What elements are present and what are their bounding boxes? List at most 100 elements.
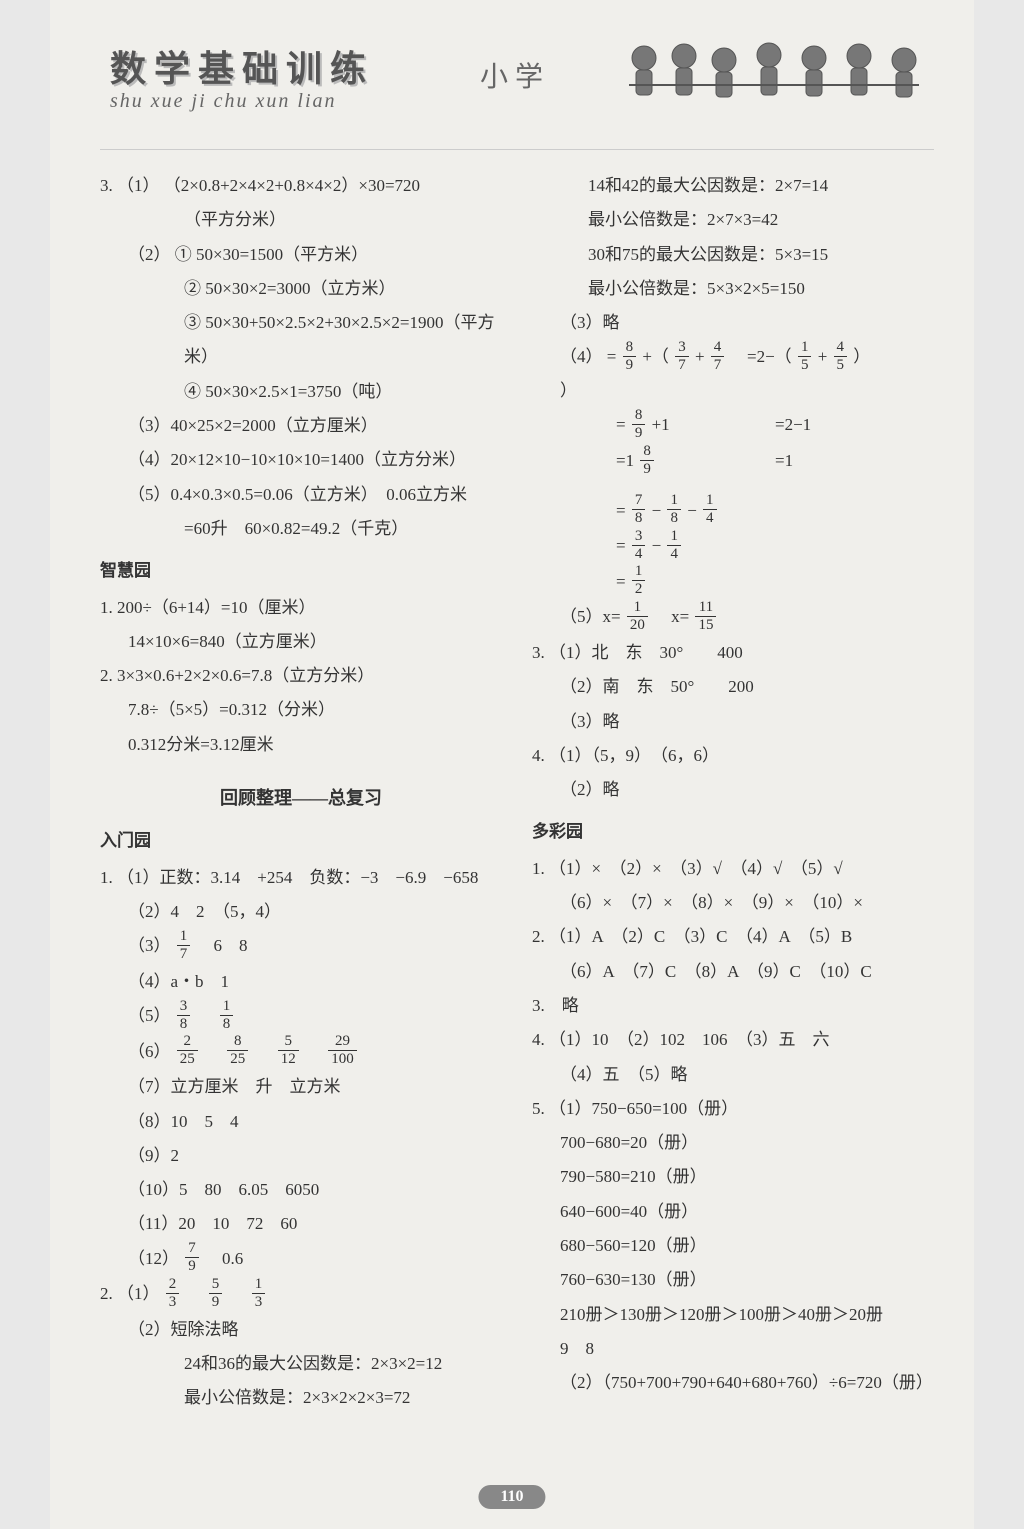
rmy-q1-10: （10）5 80 6.05 6050	[100, 1174, 502, 1206]
q3-2c: ③ 50×30+50×2.5×2+30×2.5×2=1900（平方	[100, 307, 502, 339]
q3-2c2: 米）	[100, 341, 502, 373]
rmy-q1-3-post: 6 8	[197, 936, 248, 955]
fraction-icon: 45	[834, 340, 848, 373]
dcy-q4-b: （4）五 （5）略	[532, 1059, 934, 1091]
r-top-c: 30和75的最大公因数是：5×3=15	[532, 239, 934, 271]
q3-1-line2: （平方分米）	[100, 204, 502, 236]
header-pinyin: shu xue ji chu xun lian	[110, 90, 337, 113]
zhy-q1-num: 1.	[100, 598, 113, 617]
zhy-q1b: 14×10×6=840（立方厘米）	[100, 626, 502, 658]
dcy-q5-f: 760−630=130（册）	[532, 1264, 934, 1296]
dcy-q1-num: 1.	[532, 859, 545, 878]
r-q3-a: （1）北 东 30° 400	[549, 643, 743, 662]
page-header: 数学基础训练 shu xue ji chu xun lian 小 学	[100, 30, 934, 150]
dcy-q1: 1. （1）× （2）× （3）√ （4）√ （5）√	[532, 853, 934, 885]
dcy-q2-num: 2.	[532, 927, 545, 946]
q3-4: （4）20×12×10−10×10×10=1400（立方分米）	[100, 444, 502, 476]
r-p4-row3-left: =1 89	[616, 445, 775, 479]
dcy-q5-b: 700−680=20（册）	[532, 1127, 934, 1159]
dcy-q5-g: 210册＞130册＞120册＞100册＞40册＞20册	[532, 1299, 934, 1331]
rmy-q1-1: （1）正数：3.14 +254 负数：−3 −6.9 −658	[117, 868, 478, 887]
r-q4-b: （2）略	[532, 774, 934, 806]
r-p4-row2-left: = 89 +1	[616, 409, 775, 443]
q3-2d: ④ 50×30×2.5×1=3750（吨）	[100, 376, 502, 408]
rmy-q2-1-pre: （1）	[117, 1284, 160, 1303]
fraction-icon: 59	[209, 1277, 223, 1310]
rmy-q1-3: （3） 17 6 8	[100, 930, 502, 964]
rmy-q1-9: （9）2	[100, 1140, 502, 1172]
rmy-q1-6-pre: （6）	[128, 1042, 171, 1061]
rmy-q1: 1. （1）正数：3.14 +254 负数：−3 −6.9 −658	[100, 862, 502, 894]
q3-2b: ② 50×30×2=3000（立方米）	[100, 273, 502, 305]
dcy-q2: 2. （1）A （2）C （3）C （4）A （5）B	[532, 921, 934, 953]
rmy-q1-12: （12） 79 0.6	[100, 1243, 502, 1277]
rmy-q2-2: （2）短除法略	[100, 1314, 502, 1346]
rmy-q1-5: （5） 38 18	[100, 1000, 502, 1034]
q3-5b: =60升 60×0.82=49.2（千克）	[100, 513, 502, 545]
fraction-icon: 79	[185, 1241, 199, 1274]
q3-2-label: （2）	[128, 245, 171, 264]
duocaiyuan-title: 多彩园	[532, 816, 934, 848]
rmy-q1-7: （7）立方厘米 升 立方米	[100, 1071, 502, 1103]
r-top-b: 最小公倍数是：2×7×3=42	[532, 204, 934, 236]
q3: 3. （1） （2×0.8+2×4×2+0.8×4×2）×30=720	[100, 170, 502, 202]
page-number: 110	[478, 1485, 545, 1509]
q3-number: 3.	[100, 176, 113, 195]
r-q3-num: 3.	[532, 643, 545, 662]
page-container: 数学基础训练 shu xue ji chu xun lian 小 学	[50, 0, 974, 1529]
fraction-icon: 89	[632, 408, 646, 441]
q3-2: （2） ① 50×30=1500（平方米）	[100, 239, 502, 271]
r-p4-label: （4）	[560, 347, 603, 366]
rmy-q2-num: 2.	[100, 1284, 113, 1303]
rmy-q2-2a: 24和36的最大公因数是：2×3×2=12	[100, 1348, 502, 1380]
rmy-q1-12-post: 0.6	[205, 1249, 243, 1268]
fraction-icon: 37	[675, 340, 689, 373]
dcy-q5-d: 640−600=40（册）	[532, 1196, 934, 1228]
fraction-icon: 34	[632, 529, 646, 562]
fraction-icon: 120	[627, 600, 648, 633]
fraction-icon: 47	[711, 340, 725, 373]
dcy-q1-a: （1）× （2）× （3）√ （4）√ （5）√	[549, 859, 843, 878]
r-p4-row2-right: =2−1	[775, 409, 934, 443]
rmy-q1-8: （8）10 5 4	[100, 1106, 502, 1138]
r-p4-row3-right: =1	[775, 445, 934, 479]
rmy-q1-num: 1.	[100, 868, 113, 887]
rmy-q1-4: （4）a・b 1	[100, 966, 502, 998]
fraction-icon: 825	[227, 1034, 248, 1067]
dcy-q4: 4. （1）10 （2）102 106 （3）五 六	[532, 1024, 934, 1056]
rmy-q1-11: （11）20 10 72 60	[100, 1208, 502, 1240]
q3-1-label: （1）	[117, 176, 160, 195]
r-q3-b: （2）南 东 50° 200	[532, 671, 934, 703]
dcy-q4-num: 4.	[532, 1030, 545, 1049]
q3-1-line1: （2×0.8+2×4×2+0.8×4×2）×30=720	[164, 176, 420, 195]
left-column: 3. （1） （2×0.8+2×4×2+0.8×4×2）×30=720 （平方分…	[100, 170, 512, 1417]
rmy-q2-2b: 最小公倍数是：2×3×2×2×3=72	[100, 1382, 502, 1414]
fraction-icon: 1115	[695, 600, 716, 633]
dcy-q5-e: 680−560=120（册）	[532, 1230, 934, 1262]
r-q3-c: （3）略	[532, 706, 934, 738]
header-title: 数学基础训练	[110, 40, 374, 92]
r-p5: （5）x= 120 x= 1115	[532, 601, 934, 635]
q3-3: （3）40×25×2=2000（立方厘米）	[100, 410, 502, 442]
fraction-icon: 14	[667, 529, 681, 562]
fraction-icon: 15	[798, 340, 812, 373]
header-figures	[614, 30, 934, 120]
dcy-q5-a: （1）750−650=100（册）	[549, 1099, 738, 1118]
fraction-icon: 17	[177, 929, 191, 962]
children-illustration	[614, 30, 934, 120]
fraction-icon: 13	[252, 1277, 266, 1310]
dcy-q5-i: （2）（750+700+790+640+680+760）÷6=720（册）	[532, 1367, 934, 1399]
zhy-q2: 2. 3×3×0.6+2×2×0.6=7.8（立方分米）	[100, 660, 502, 692]
q3-2a: ① 50×30=1500（平方米）	[175, 245, 368, 264]
r-q4-num: 4.	[532, 746, 545, 765]
r-p4-b2: = 34 − 14	[532, 530, 934, 564]
content-columns: 3. （1） （2×0.8+2×4×2+0.8×4×2）×30=720 （平方分…	[100, 170, 934, 1417]
dcy-q2-a: （1）A （2）C （3）C （4）A （5）B	[549, 927, 852, 946]
r-q4: 4. （1）（5，9） （6，6）	[532, 740, 934, 772]
r-top-a: 14和42的最大公因数是：2×7=14	[532, 170, 934, 202]
dcy-q5-c: 790−580=210（册）	[532, 1161, 934, 1193]
rmy-q1-12-pre: （12）	[128, 1249, 179, 1268]
r-p3: （3）略	[532, 307, 934, 339]
r-q3: 3. （1）北 东 30° 400	[532, 637, 934, 669]
r-p4-b3: = 12	[532, 566, 934, 600]
